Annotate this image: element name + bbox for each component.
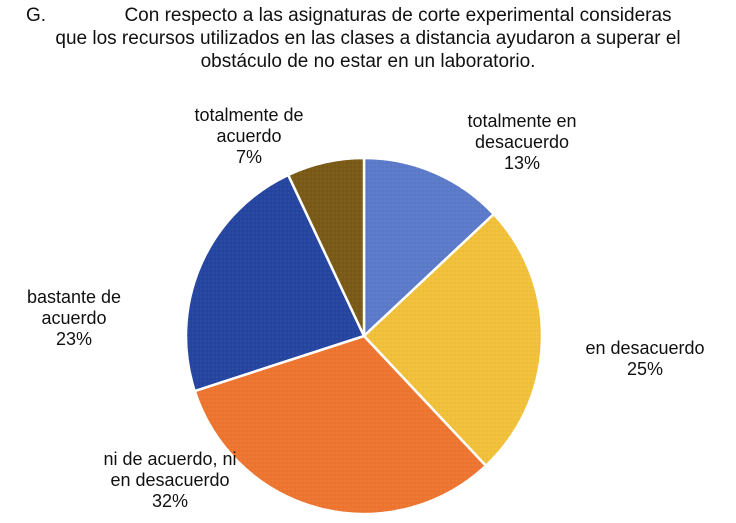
slice-label-3: ni de acuerdo, ni en desacuerdo 32% <box>103 449 236 511</box>
pie-slice-1 <box>362 156 496 338</box>
pie-slice-texture <box>364 158 494 336</box>
pie-slice-5 <box>286 156 366 338</box>
pie-slice-texture <box>194 336 486 515</box>
pie-slice-3 <box>193 334 488 516</box>
chart-title-line-1: Con respecto a las asignaturas de corte … <box>124 5 672 26</box>
slice-label-2: en desacuerdo 25% <box>585 338 704 379</box>
pie-slice-texture <box>185 174 364 392</box>
slice-label-line: totalmente en <box>467 111 576 131</box>
slice-label-line: desacuerdo <box>475 132 569 152</box>
chart-title-line-3: obstáculo de no estar en un laboratorio. <box>200 51 536 72</box>
slice-percent: 7% <box>236 147 262 167</box>
slice-percent: 25% <box>627 359 663 379</box>
slice-label-line: en desacuerdo <box>110 470 229 490</box>
slice-label-4: bastante de acuerdo 23% <box>27 287 121 349</box>
slice-percent: 32% <box>152 491 188 511</box>
slice-label-line: totalmente de <box>194 105 303 125</box>
pie-slice-texture <box>364 214 542 466</box>
pie-slice-4 <box>184 173 366 393</box>
chart-title-line-2: que los recursos utilizados en las clase… <box>55 28 681 49</box>
chart-title: Con respecto a las asignaturas de corte … <box>0 4 736 73</box>
slice-percent: 13% <box>504 153 540 173</box>
slice-label-line: en desacuerdo <box>585 338 704 358</box>
slice-label-line: ni de acuerdo, ni <box>103 449 236 469</box>
pie-slice-2 <box>362 212 544 468</box>
slice-label-line: bastante de <box>27 287 121 307</box>
title-letter: G. <box>26 5 47 26</box>
slice-label-line: acuerdo <box>41 308 106 328</box>
slice-label-line: acuerdo <box>216 126 281 146</box>
slice-label-5: totalmente de acuerdo 7% <box>194 105 303 167</box>
pie-slice-texture <box>288 158 364 336</box>
slice-percent: 23% <box>56 329 92 349</box>
slice-label-1: totalmente en desacuerdo 13% <box>467 111 576 173</box>
